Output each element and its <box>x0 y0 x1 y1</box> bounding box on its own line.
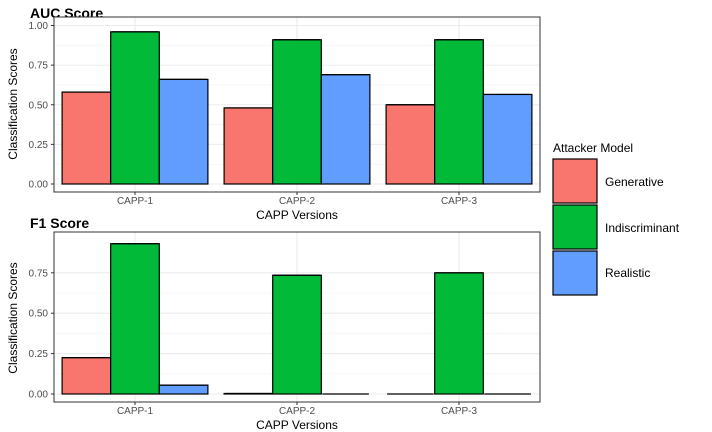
bar-generative-capp-3 <box>385 104 436 185</box>
y-tick-label: 0.75 <box>29 61 49 72</box>
y-axis-label: Classification Scores <box>6 262 20 373</box>
bar-indiscriminant-capp-2 <box>272 39 322 185</box>
x-tick-label-capp-3: CAPP-3 <box>441 196 478 207</box>
bar-indiscriminant-capp-2 <box>272 274 322 395</box>
legend-key-generative <box>552 158 598 204</box>
bar-indiscriminant-capp-3 <box>434 39 484 185</box>
y-tick-label: 0.00 <box>29 180 49 191</box>
legend-label-realistic: Realistic <box>605 266 650 280</box>
legend-key-realistic <box>552 250 598 296</box>
x-axis-label: CAPP Versions <box>256 208 338 222</box>
y-axis-label: Classification Scores <box>6 48 20 159</box>
legend-item-generative: Generative <box>552 158 664 204</box>
y-tick-label: 1.00 <box>29 21 49 32</box>
x-axis-label: CAPP Versions <box>256 418 338 432</box>
bar-realistic-capp-1 <box>158 384 209 395</box>
legend-key-indiscriminant <box>552 204 598 250</box>
y-tick-label: 0.50 <box>29 100 49 111</box>
legend: Attacker Model Generative Indiscriminant… <box>552 141 680 296</box>
x-tick-label-capp-2: CAPP-2 <box>279 196 316 207</box>
bar-indiscriminant-capp-1 <box>110 31 160 185</box>
bar-generative-capp-2 <box>223 107 274 185</box>
chart-title: F1 Score <box>30 215 89 231</box>
legend-label-generative: Generative <box>605 175 664 189</box>
bar-realistic-capp-1 <box>158 78 209 185</box>
bar-indiscriminant-capp-1 <box>110 243 160 395</box>
x-tick-label-capp-2: CAPP-2 <box>279 406 316 417</box>
bar-indiscriminant-capp-3 <box>434 272 484 395</box>
x-tick-label-capp-1: CAPP-1 <box>117 196 154 207</box>
bar-realistic-capp-2 <box>320 74 371 185</box>
bar-realistic-capp-3 <box>482 93 533 185</box>
x-tick-label-capp-1: CAPP-1 <box>117 406 154 417</box>
y-tick-label: 0.25 <box>29 140 49 151</box>
legend-item-realistic: Realistic <box>552 250 650 296</box>
legend-title: Attacker Model <box>553 141 633 155</box>
y-tick-label: 0.50 <box>29 309 49 320</box>
legend-label-indiscriminant: Indiscriminant <box>605 221 680 235</box>
x-tick-label-capp-3: CAPP-3 <box>441 406 478 417</box>
legend-item-indiscriminant: Indiscriminant <box>552 204 680 250</box>
bar-generative-capp-1 <box>61 357 112 395</box>
y-tick-label: 0.00 <box>29 390 49 401</box>
bar-generative-capp-1 <box>61 91 112 185</box>
y-tick-label: 0.25 <box>29 349 49 360</box>
y-tick-label: 0.75 <box>29 268 49 279</box>
